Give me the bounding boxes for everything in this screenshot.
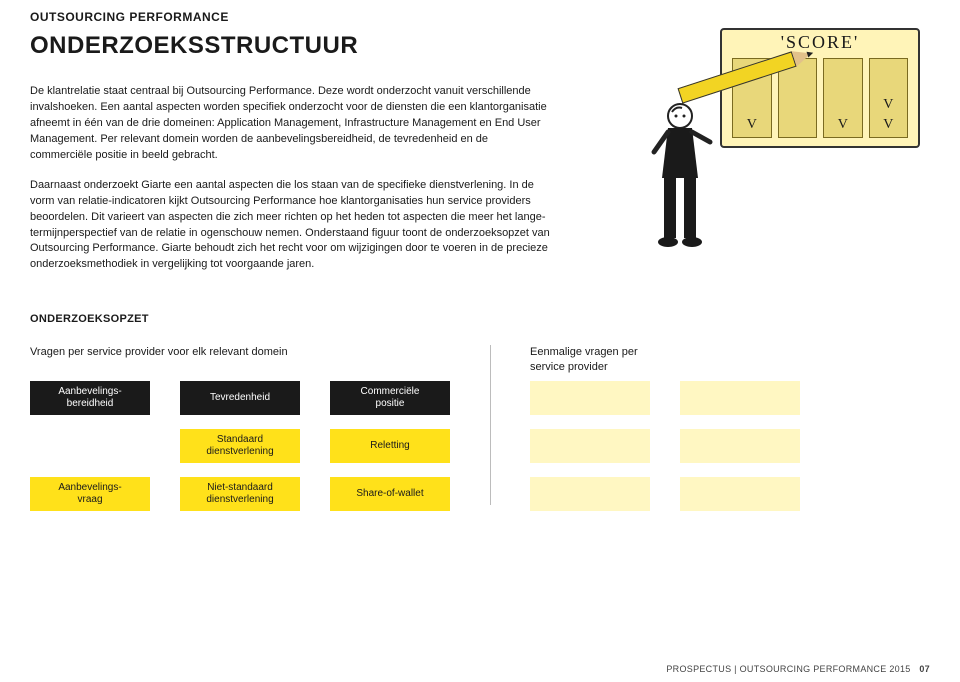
body-paragraph: Daarnaast onderzoekt Giarte een aantal a…	[30, 178, 550, 274]
footer-text: PROSPECTUS | OUTSOURCING PERFORMANCE 201…	[666, 664, 910, 674]
research-setup-diagram: Vragen per service provider voor elk rel…	[30, 345, 930, 555]
box-faded-3	[530, 429, 650, 463]
box-tevredenheid: Tevredenheid	[180, 381, 300, 415]
box-aanbevelingsvraag: Aanbevelings- vraag	[30, 477, 150, 511]
box-faded-2	[680, 381, 800, 415]
score-illustration: 'SCORE' V V VV	[650, 18, 930, 268]
section-label: ONDERZOEKSOPZET	[30, 313, 930, 325]
box-reletting: Reletting	[330, 429, 450, 463]
page-number: 07	[919, 664, 930, 674]
box-faded-1	[530, 381, 650, 415]
box-share-of-wallet: Share-of-wallet	[330, 477, 450, 511]
box-faded-5	[530, 477, 650, 511]
intro-paragraph: De klantrelatie staat centraal bij Outso…	[30, 84, 550, 164]
box-niet-standaard: Niet-standaard dienstverlening	[180, 477, 300, 511]
box-faded-4	[680, 429, 800, 463]
box-aanbevelingsbereidheid: Aanbevelings- bereidheid	[30, 381, 150, 415]
left-column-label: Vragen per service provider voor elk rel…	[30, 345, 330, 359]
right-column-label: Eenmalige vragen per service provider	[530, 345, 690, 374]
page-footer: PROSPECTUS | OUTSOURCING PERFORMANCE 201…	[666, 664, 930, 674]
box-commerciele-positie: Commerciële positie	[330, 381, 450, 415]
box-faded-6	[680, 477, 800, 511]
person-icon	[650, 98, 730, 268]
vertical-separator	[490, 345, 491, 505]
box-standaard-dienstverlening: Standaard dienstverlening	[180, 429, 300, 463]
